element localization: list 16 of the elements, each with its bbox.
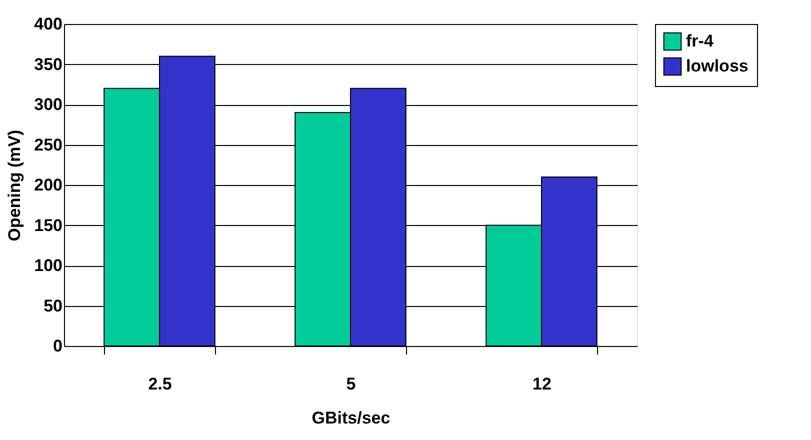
y-tick-label: 300 (34, 95, 62, 114)
x-tick-label: 12 (532, 374, 552, 394)
legend-label: fr-4 (686, 32, 714, 50)
y-tick-label: 350 (34, 54, 62, 74)
y-tick-label: 400 (34, 14, 62, 34)
x-axis-title: GBits/sec (312, 408, 390, 428)
x-tick-label: 2.5 (148, 374, 172, 394)
y-tick-label: 50 (44, 296, 62, 316)
x-tick-label: 5 (346, 374, 356, 394)
y-axis-title: Opening (mV) (5, 130, 24, 242)
y-tick-label: 100 (34, 256, 62, 275)
y-tick-label: 0 (53, 336, 62, 356)
y-tick-label: 250 (34, 135, 62, 154)
legend-label: lowloss (686, 56, 748, 76)
y-tick-label: 200 (34, 176, 62, 194)
y-tick-label: 150 (34, 216, 62, 235)
